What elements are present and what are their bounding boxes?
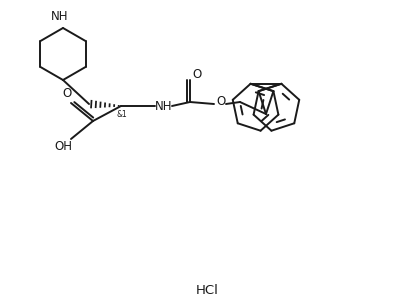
Text: &1: &1 (116, 111, 127, 120)
Text: NH: NH (51, 10, 69, 23)
Text: HCl: HCl (195, 283, 218, 297)
Text: O: O (192, 68, 201, 82)
Text: O: O (216, 95, 225, 108)
Text: O: O (62, 87, 71, 100)
Text: OH: OH (54, 140, 72, 153)
Text: NH: NH (155, 100, 172, 114)
